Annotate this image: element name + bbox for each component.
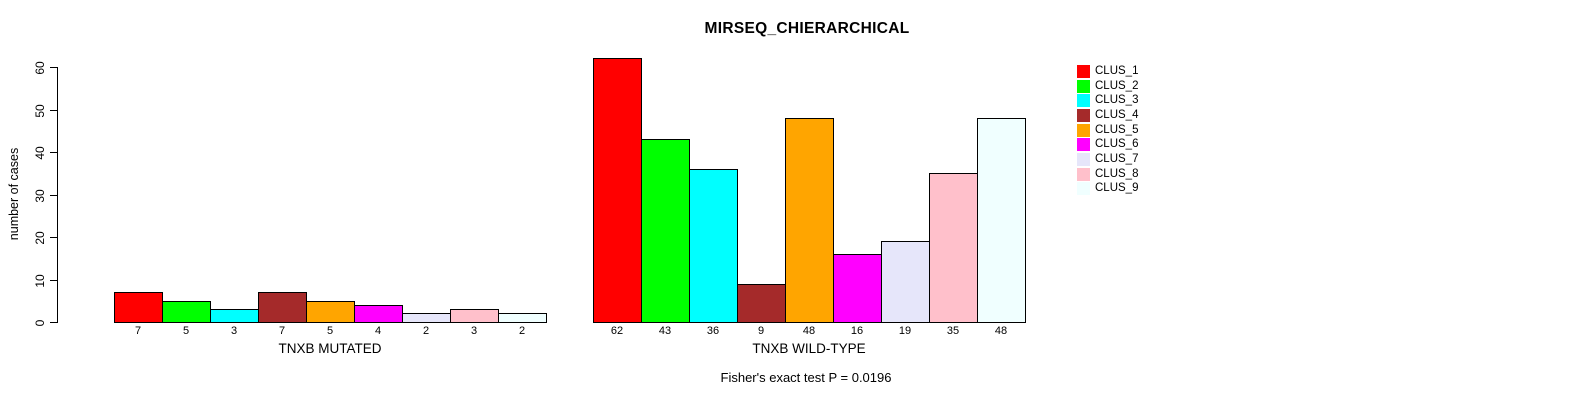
legend-item: CLUS_1 <box>1077 64 1138 79</box>
legend-item: CLUS_7 <box>1077 152 1138 167</box>
bar-value-label: 36 <box>706 325 720 337</box>
legend-label: CLUS_5 <box>1095 123 1139 136</box>
y-axis-line <box>57 67 58 323</box>
bar-clus_5 <box>306 301 355 323</box>
legend-swatch-clus_3 <box>1077 94 1090 108</box>
bar-value-label: 3 <box>470 325 478 337</box>
bar-clus_9 <box>498 313 547 323</box>
bar-value-label: 62 <box>610 325 624 337</box>
y-axis-tick-label: 40 <box>33 145 47 160</box>
legend-label: CLUS_3 <box>1095 94 1139 107</box>
x-axis-group-label: TNXB WILD-TYPE <box>752 341 866 356</box>
chart-title: MIRSEQ_CHIERARCHICAL <box>704 20 910 37</box>
legend-swatch-clus_2 <box>1077 79 1090 93</box>
bar-value-label: 9 <box>757 325 765 337</box>
bar-clus_5 <box>785 118 834 323</box>
bar-value-label: 16 <box>850 325 864 337</box>
bar-value-label: 2 <box>422 325 430 337</box>
legend-swatch-clus_5 <box>1077 123 1090 137</box>
bar-value-label: 3 <box>230 325 238 337</box>
bar-clus_6 <box>833 254 882 323</box>
y-axis-title: number of cases <box>7 147 21 241</box>
y-axis-tick-label: 50 <box>33 103 47 118</box>
legend-swatch-clus_8 <box>1077 167 1090 181</box>
bar-clus_8 <box>929 173 978 323</box>
legend-item: CLUS_6 <box>1077 137 1138 152</box>
bar-clus_7 <box>402 313 451 323</box>
fisher-test-annotation: Fisher's exact test P = 0.0196 <box>720 370 892 385</box>
legend-label: CLUS_2 <box>1095 79 1139 92</box>
bar-value-label: 5 <box>182 325 190 337</box>
legend-item: CLUS_5 <box>1077 123 1138 138</box>
legend-label: CLUS_9 <box>1095 182 1139 195</box>
legend-swatch-clus_6 <box>1077 138 1090 152</box>
bar-clus_3 <box>210 309 259 323</box>
bar-value-label: 35 <box>946 325 960 337</box>
bar-clus_4 <box>258 292 307 323</box>
y-axis-tick-label: 20 <box>33 230 47 245</box>
y-axis-tick <box>50 322 57 323</box>
bar-clus_1 <box>114 292 163 323</box>
bar-value-label: 7 <box>278 325 286 337</box>
legend: CLUS_1 CLUS_2 CLUS_3 CLUS_4 CLUS_5 CLUS_6 CLUS… <box>1077 64 1138 196</box>
bar-clus_2 <box>641 139 690 323</box>
legend-label: CLUS_1 <box>1095 64 1139 77</box>
legend-item: CLUS_9 <box>1077 182 1138 197</box>
legend-swatch-clus_7 <box>1077 152 1090 166</box>
bar-value-label: 43 <box>658 325 672 337</box>
y-axis-tick <box>50 152 57 153</box>
bar-value-label: 19 <box>898 325 912 337</box>
bar-value-label: 5 <box>326 325 334 337</box>
legend-label: CLUS_6 <box>1095 138 1139 151</box>
bar-clus_8 <box>450 309 499 323</box>
y-axis-tick <box>50 280 57 281</box>
y-axis-tick <box>50 195 57 196</box>
legend-label: CLUS_7 <box>1095 152 1139 165</box>
y-axis-tick-label: 10 <box>33 273 47 288</box>
legend-label: CLUS_8 <box>1095 167 1139 180</box>
bar-clus_4 <box>737 284 786 323</box>
y-axis-tick <box>50 67 57 68</box>
legend-swatch-clus_1 <box>1077 64 1090 78</box>
y-axis-tick-label: 0 <box>33 319 47 326</box>
bar-clus_1 <box>593 58 642 323</box>
y-axis-tick <box>50 110 57 111</box>
legend-swatch-clus_4 <box>1077 108 1090 122</box>
legend-item: CLUS_4 <box>1077 108 1138 123</box>
bar-clus_3 <box>689 169 738 323</box>
legend-item: CLUS_2 <box>1077 79 1138 94</box>
x-axis-group-label: TNXB MUTATED <box>278 341 382 356</box>
bar-clus_7 <box>881 241 930 323</box>
legend-swatch-clus_9 <box>1077 182 1090 196</box>
y-axis-tick <box>50 237 57 238</box>
bar-value-label: 4 <box>374 325 382 337</box>
bar-clus_6 <box>354 305 403 323</box>
legend-item: CLUS_3 <box>1077 93 1138 108</box>
bar-clus_9 <box>977 118 1026 323</box>
bar-clus_2 <box>162 301 211 323</box>
bar-value-label: 2 <box>518 325 526 337</box>
bar-value-label: 48 <box>802 325 816 337</box>
bar-value-label: 48 <box>994 325 1008 337</box>
y-axis-tick-label: 60 <box>33 60 47 75</box>
bar-value-label: 7 <box>134 325 142 337</box>
legend-item: CLUS_8 <box>1077 167 1138 182</box>
legend-label: CLUS_4 <box>1095 108 1139 121</box>
y-axis-tick-label: 30 <box>33 188 47 203</box>
